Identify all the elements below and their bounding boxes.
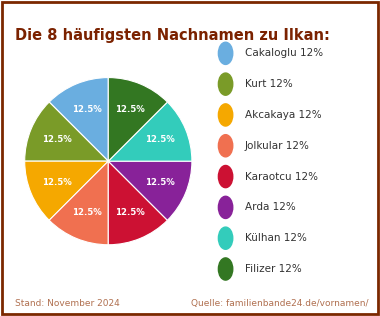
Text: 12.5%: 12.5% [115,209,145,217]
Text: 12.5%: 12.5% [72,209,102,217]
Wedge shape [108,161,192,220]
Wedge shape [25,102,108,161]
Circle shape [218,166,233,188]
Text: Die 8 häufigsten Nachnamen zu Ilkan:: Die 8 häufigsten Nachnamen zu Ilkan: [15,28,330,43]
Circle shape [218,42,233,64]
Circle shape [218,104,233,126]
Wedge shape [49,161,108,245]
Text: 12.5%: 12.5% [115,105,145,114]
Text: 12.5%: 12.5% [145,135,175,144]
Wedge shape [108,77,168,161]
Text: 12.5%: 12.5% [145,178,175,187]
Text: 12.5%: 12.5% [72,105,102,114]
Text: Filizer 12%: Filizer 12% [245,264,301,274]
Text: Jolkular 12%: Jolkular 12% [245,141,310,151]
Text: Karaotcu 12%: Karaotcu 12% [245,172,318,182]
Circle shape [218,73,233,95]
Text: 12.5%: 12.5% [42,178,71,187]
Text: Akcakaya 12%: Akcakaya 12% [245,110,321,120]
Text: 12.5%: 12.5% [42,135,71,144]
Circle shape [218,196,233,218]
Circle shape [218,258,233,280]
Text: Arda 12%: Arda 12% [245,202,296,212]
Wedge shape [25,161,108,220]
Circle shape [218,227,233,249]
Text: Külhan 12%: Külhan 12% [245,233,307,243]
Wedge shape [108,161,168,245]
Text: Stand: November 2024: Stand: November 2024 [15,299,120,308]
Text: Quelle: familienbande24.de/vornamen/: Quelle: familienbande24.de/vornamen/ [191,299,369,308]
Wedge shape [108,102,192,161]
Text: Cakaloglu 12%: Cakaloglu 12% [245,48,323,58]
Circle shape [218,135,233,157]
Text: Kurt 12%: Kurt 12% [245,79,293,89]
Wedge shape [49,77,108,161]
